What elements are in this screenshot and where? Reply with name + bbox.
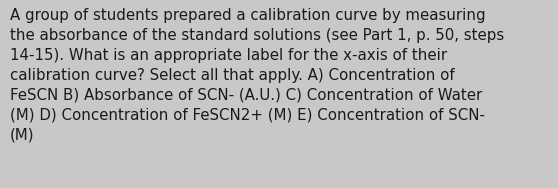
Text: A group of students prepared a calibration curve by measuring
the absorbance of : A group of students prepared a calibrati… — [10, 8, 504, 143]
